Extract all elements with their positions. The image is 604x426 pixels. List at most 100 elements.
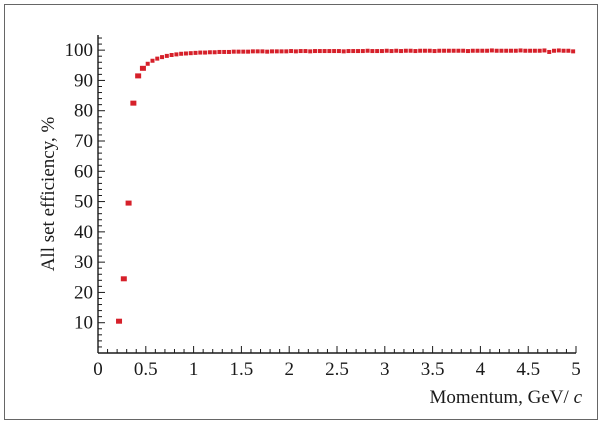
data-point — [508, 48, 513, 53]
data-point — [537, 48, 542, 53]
y-ticks: 10 20 30 40 50 60 70 80 90 100 — [65, 37, 105, 354]
y-tick-label: 80 — [74, 101, 93, 122]
data-point — [336, 49, 341, 54]
y-tick-label: 50 — [74, 192, 93, 213]
data-point — [566, 48, 571, 53]
data-point — [135, 73, 142, 79]
data-point — [120, 276, 127, 282]
data-point — [284, 49, 289, 54]
data-point — [322, 49, 327, 54]
y-tick-label: 100 — [65, 40, 94, 61]
y-tick-label: 40 — [74, 222, 93, 243]
data-point — [489, 48, 494, 53]
data-point — [384, 48, 389, 53]
x-tick-label: 3.5 — [421, 359, 445, 380]
data-point — [145, 61, 150, 66]
data-point — [547, 49, 552, 54]
axes: 0 0.5 1 1.5 2 2.5 3 3.5 4 4.5 5 10 20 30 40 50 60 70 80 90… — [65, 35, 581, 380]
data-point — [451, 48, 456, 53]
data-point — [446, 48, 451, 53]
data-point — [265, 49, 270, 54]
data-point — [274, 49, 279, 54]
data-point — [442, 48, 447, 53]
data-point — [485, 48, 490, 53]
data-point — [193, 50, 198, 55]
x-tick-label: 1.5 — [230, 359, 254, 380]
data-point — [298, 49, 303, 54]
data-point — [504, 48, 509, 53]
data-point — [571, 49, 576, 54]
x-ticks: 0 0.5 1 1.5 2 2.5 3 3.5 4 4.5 5 — [93, 346, 581, 380]
data-point — [317, 49, 322, 54]
data-point — [155, 56, 160, 61]
data-point — [260, 49, 265, 54]
data-point — [327, 49, 332, 54]
data-point — [422, 48, 427, 53]
data-point — [116, 318, 123, 324]
data-point — [313, 49, 318, 54]
y-tick-label: 70 — [74, 131, 93, 152]
data-point — [269, 49, 274, 54]
data-point — [461, 48, 466, 53]
data-point — [418, 48, 423, 53]
data-point — [480, 48, 485, 53]
data-point — [552, 48, 557, 53]
data-point — [542, 48, 547, 53]
data-point — [250, 49, 255, 54]
data-point — [217, 49, 222, 54]
data-point — [427, 48, 432, 53]
data-point — [475, 48, 480, 53]
scatter-chart: 0 0.5 1 1.5 2 2.5 3 3.5 4 4.5 5 10 20 30 40 50 60 70 80 90… — [38, 35, 583, 408]
data-point — [513, 48, 518, 53]
y-tick-label: 90 — [74, 70, 93, 91]
data-point — [226, 49, 231, 54]
x-tick-label: 4.5 — [516, 359, 540, 380]
data-point — [198, 50, 203, 55]
chart-frame: 0 0.5 1 1.5 2 2.5 3 3.5 4 4.5 5 10 20 30 40 50 60 70 80 90… — [4, 4, 598, 420]
y-tick-label: 30 — [74, 252, 93, 273]
data-point — [164, 53, 169, 58]
data-point — [346, 49, 351, 54]
data-point — [465, 49, 470, 54]
x-tick-label: 0 — [93, 359, 103, 380]
data-point — [125, 200, 132, 206]
data-point — [174, 52, 179, 57]
data-point — [375, 49, 380, 54]
data-point — [360, 49, 365, 54]
data-point — [528, 48, 533, 53]
data-point — [332, 49, 337, 54]
data-point — [241, 49, 246, 54]
x-axis-label-unit: c — [574, 387, 583, 408]
data-point — [389, 49, 394, 54]
data-point — [179, 51, 184, 56]
x-tick-label: 2 — [284, 359, 294, 380]
data-point — [183, 51, 188, 56]
data-point — [437, 48, 442, 53]
data-point — [188, 51, 193, 56]
data-point — [246, 49, 251, 54]
data-point — [255, 49, 260, 54]
x-tick-label: 5 — [571, 359, 581, 380]
x-axis-label: Momentum, GeV/ c — [429, 387, 582, 408]
x-axis-label-text: Momentum, GeV/ — [429, 387, 569, 408]
data-point — [169, 52, 174, 57]
data-point — [499, 48, 504, 53]
data-point — [203, 50, 208, 55]
x-tick-label: 2.5 — [325, 359, 349, 380]
data-point — [403, 48, 408, 53]
data-point — [293, 49, 298, 54]
data-point — [532, 48, 537, 53]
x-tick-label: 3 — [380, 359, 390, 380]
data-point — [279, 49, 284, 54]
data-point — [523, 48, 528, 53]
data-point — [394, 48, 399, 53]
data-point — [556, 48, 561, 53]
data-point — [370, 49, 375, 54]
data-point — [456, 48, 461, 53]
x-tick-label: 0.5 — [134, 359, 158, 380]
data-point — [231, 49, 236, 54]
data-point — [150, 58, 155, 63]
data-point — [341, 49, 346, 54]
data-point — [413, 49, 418, 54]
x-tick-label: 1 — [189, 359, 199, 380]
